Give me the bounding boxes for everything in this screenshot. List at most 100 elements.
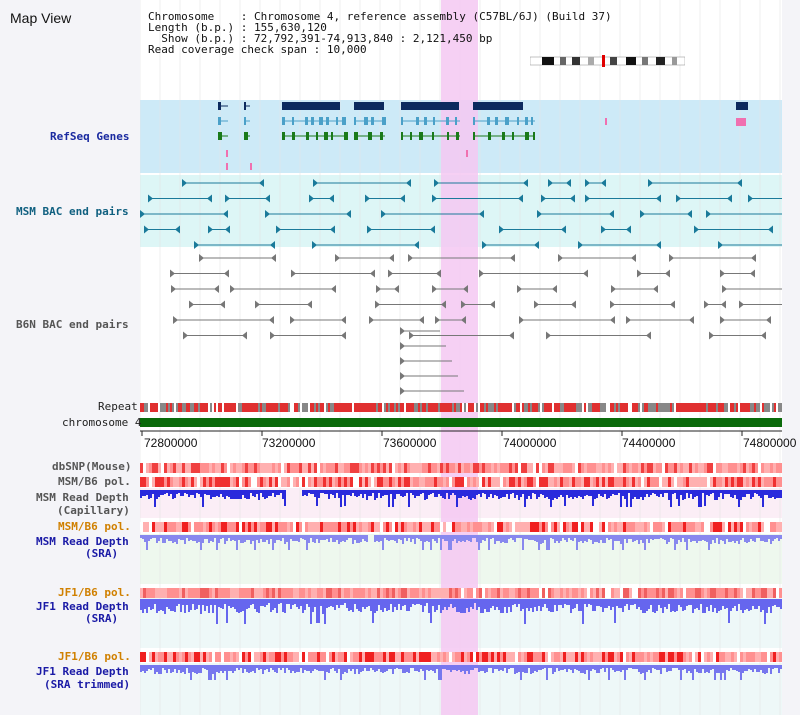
track-label-b6n-bac[interactable]: B6N BAC end pairs xyxy=(16,318,129,331)
track-label-msm-depth-sra[interactable]: MSM Read Depth xyxy=(36,535,129,548)
repeat-segment xyxy=(194,403,196,412)
msm-depth-capillary-bar xyxy=(374,490,376,500)
track-label-dbsnp[interactable]: dbSNP(Mouse) xyxy=(52,460,132,473)
jf1-depth-trim-bar xyxy=(424,665,426,680)
repeat-segment xyxy=(536,403,538,412)
msm-depth-capillary-bar xyxy=(222,490,224,497)
msm-b6-pol-2-cell xyxy=(683,522,686,532)
jf1-depth-sra-bar xyxy=(770,599,772,613)
dbsnp-cell xyxy=(617,463,620,473)
dbsnp-cell xyxy=(677,463,680,473)
msm-depth-capillary-bar xyxy=(594,490,596,499)
jf1-depth-sra-bar xyxy=(418,599,420,604)
jf1-depth-trim-bar xyxy=(260,665,262,669)
jf1-depth-trim-bar xyxy=(280,665,282,670)
msm-b6-pol-1-cell xyxy=(317,477,320,487)
chromosome-ideogram[interactable] xyxy=(529,52,686,67)
repeat-segment xyxy=(520,403,522,412)
jf1-depth-trim-bar xyxy=(726,665,728,670)
msm-depth-sra-bar xyxy=(556,535,558,541)
msm-depth-capillary-bar xyxy=(166,490,168,493)
jf1-b6-pol-2-cell xyxy=(164,652,167,662)
msm-b6-pol-1-cell xyxy=(719,477,722,487)
track-label-jf1-depth-sra[interactable]: JF1 Read Depth xyxy=(36,600,129,613)
jf1-b6-pol-1-cell xyxy=(170,588,173,598)
msm-b6-pol-2-cell xyxy=(353,522,356,532)
msm-b6-pol-1-cell xyxy=(266,477,269,487)
msm-b6-pol-1-cell xyxy=(182,477,185,487)
jf1-depth-trim-bar xyxy=(286,665,288,668)
jf1-depth-trim-bar xyxy=(490,665,492,668)
jf1-b6-pol-2-cell xyxy=(455,652,458,662)
track-label-repeat[interactable]: Repeat xyxy=(98,400,138,413)
msm-depth-capillary-bar xyxy=(738,490,740,507)
jf1-depth-trim-bar xyxy=(206,665,208,670)
jf1-b6-pol-1-cell xyxy=(767,588,770,598)
msm-b6-pol-1-cell xyxy=(188,477,191,487)
jf1-depth-sra-bar xyxy=(370,599,372,611)
jf1-depth-trim-bar xyxy=(222,665,224,673)
genome-track-canvas[interactable] xyxy=(140,0,782,715)
track-label-msm-depth-capillary[interactable]: MSM Read Depth xyxy=(36,491,129,504)
track-label-chromosome[interactable]: chromosome 4 xyxy=(62,416,142,429)
repeat-segment xyxy=(588,403,590,412)
repeat-segment xyxy=(150,403,152,412)
msm-depth-capillary-bar xyxy=(566,490,568,495)
axis-tick-label: 74800000 xyxy=(743,436,797,450)
show-label: Show (b.p.) xyxy=(161,32,235,45)
jf1-depth-sra-bar xyxy=(306,599,308,604)
jf1-depth-sra-bar xyxy=(328,599,330,607)
msm-depth-capillary-bar xyxy=(534,490,536,494)
track-label-msm-b6-pol-1[interactable]: MSM/B6 pol. xyxy=(58,475,131,488)
jf1-depth-trim-bar xyxy=(752,665,754,672)
jf1-depth-sra-bar xyxy=(718,599,720,611)
msm-bac-pair-end xyxy=(601,179,606,187)
msm-b6-pol-1-cell xyxy=(203,477,206,487)
jf1-b6-pol-1-cell xyxy=(218,588,221,598)
jf1-depth-sra-bar xyxy=(378,599,380,605)
jf1-depth-trim-bar xyxy=(320,665,322,671)
jf1-b6-pol-1-cell xyxy=(350,588,353,598)
msm-b6-pol-2-cell xyxy=(152,522,155,532)
track-label-refseq[interactable]: RefSeq Genes xyxy=(50,130,130,143)
msm-depth-sra-bar xyxy=(460,535,462,542)
repeat-segment xyxy=(156,403,158,412)
track-label-jf1-b6-pol-2[interactable]: JF1/B6 pol. xyxy=(58,650,131,663)
repeat-segment xyxy=(490,403,492,412)
jf1-depth-sra-bar xyxy=(242,599,244,611)
jf1-b6-pol-2-cell xyxy=(524,652,527,662)
b6n-bac-pair-end xyxy=(669,254,674,262)
msm-depth-capillary-bar xyxy=(236,490,238,499)
msm-depth-sra-bar xyxy=(166,535,168,539)
msm-depth-capillary-bar xyxy=(622,490,624,496)
jf1-b6-pol-2-cell xyxy=(740,652,743,662)
track-label-msm-bac[interactable]: MSM BAC end pairs xyxy=(16,205,129,218)
jf1-depth-trim-bar xyxy=(400,665,402,669)
msm-depth-sra-bar xyxy=(472,535,474,538)
dbsnp-cell xyxy=(503,463,506,473)
dbsnp-cell xyxy=(149,463,152,473)
jf1-depth-sra-bar xyxy=(308,599,310,607)
gene-exon xyxy=(311,117,314,125)
repeat-segment xyxy=(642,403,644,412)
jf1-depth-trim-bar xyxy=(262,665,264,674)
jf1-depth-trim-bar xyxy=(592,665,594,669)
track-label-jf1-depth-trim[interactable]: JF1 Read Depth xyxy=(36,665,129,678)
jf1-b6-pol-1-cell xyxy=(740,588,743,598)
msm-b6-pol-2-cell xyxy=(704,522,707,532)
jf1-depth-sra-bar xyxy=(446,599,448,610)
track-label-msm-b6-pol-2[interactable]: MSM/B6 pol. xyxy=(58,520,131,533)
repeat-segment xyxy=(664,403,666,412)
jf1-depth-sra-bar xyxy=(608,599,610,606)
msm-depth-sra-bar xyxy=(482,535,484,540)
gene-exon xyxy=(487,117,490,125)
msm-depth-sra-bar xyxy=(208,535,210,543)
msm-b6-pol-2-cell xyxy=(290,522,293,532)
dbsnp-cell xyxy=(755,463,758,473)
msm-depth-capillary-bar xyxy=(442,490,444,498)
msm-b6-pol-1-cell xyxy=(278,477,281,487)
track-label-jf1-b6-pol-1[interactable]: JF1/B6 pol. xyxy=(58,586,131,599)
jf1-depth-trim-bar xyxy=(172,665,174,672)
msm-depth-sra-bar xyxy=(224,535,226,544)
jf1-depth-sra-bar xyxy=(502,599,504,613)
